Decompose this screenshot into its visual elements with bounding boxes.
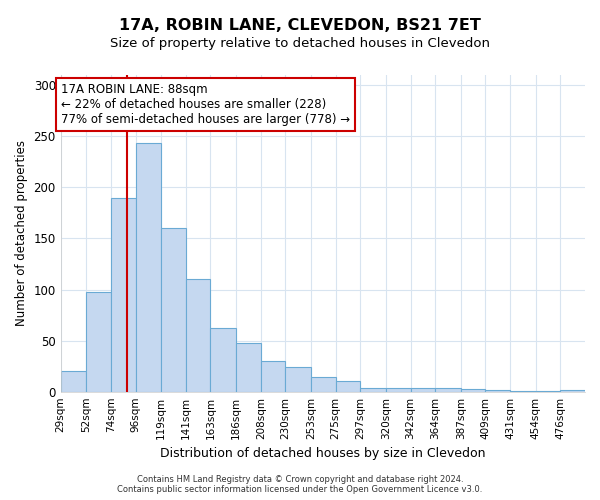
Text: 17A ROBIN LANE: 88sqm
← 22% of detached houses are smaller (228)
77% of semi-det: 17A ROBIN LANE: 88sqm ← 22% of detached … — [61, 83, 350, 126]
Bar — [311, 378, 335, 392]
Bar — [261, 361, 286, 392]
Bar — [386, 388, 410, 392]
Bar — [136, 144, 161, 392]
Text: Size of property relative to detached houses in Clevedon: Size of property relative to detached ho… — [110, 38, 490, 51]
Bar — [510, 390, 536, 392]
Bar — [236, 342, 261, 392]
Bar — [485, 390, 510, 392]
Bar — [461, 388, 485, 392]
Bar — [335, 382, 360, 392]
Bar — [111, 198, 136, 392]
X-axis label: Distribution of detached houses by size in Clevedon: Distribution of detached houses by size … — [160, 447, 485, 460]
Bar — [435, 388, 461, 392]
Y-axis label: Number of detached properties: Number of detached properties — [15, 140, 28, 326]
Bar — [161, 228, 186, 392]
Bar — [61, 371, 86, 392]
Bar — [560, 390, 585, 392]
Bar — [410, 388, 435, 392]
Bar — [186, 280, 211, 392]
Bar — [536, 390, 560, 392]
Text: Contains HM Land Registry data © Crown copyright and database right 2024.
Contai: Contains HM Land Registry data © Crown c… — [118, 474, 482, 494]
Bar — [211, 328, 236, 392]
Bar — [286, 367, 311, 392]
Bar — [86, 292, 111, 392]
Bar — [360, 388, 386, 392]
Text: 17A, ROBIN LANE, CLEVEDON, BS21 7ET: 17A, ROBIN LANE, CLEVEDON, BS21 7ET — [119, 18, 481, 32]
